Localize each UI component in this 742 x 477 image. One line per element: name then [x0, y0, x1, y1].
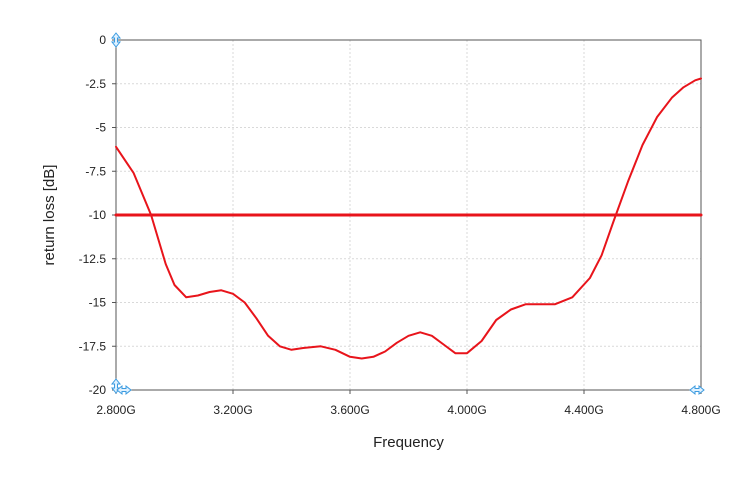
- y-tick-label: -15: [89, 296, 107, 310]
- x-max-handle-icon[interactable]: [689, 384, 705, 396]
- axis-ticks: 2.800G 3.200G 3.600G 4.000G 4.400G 4.800G 0 -2.…: [79, 33, 721, 417]
- y-tick-label: -7.5: [85, 164, 106, 178]
- y-axis-title: return loss [dB]: [41, 165, 58, 266]
- x-tick-label: 4.800G: [681, 403, 720, 417]
- x-axis-title: Frequency: [373, 434, 444, 451]
- y-tick-label: -2.5: [85, 77, 106, 91]
- y-max-handle-icon[interactable]: [110, 32, 122, 48]
- series-layer[interactable]: [114, 77, 703, 360]
- x-tick-label: 3.200G: [213, 403, 252, 417]
- y-tick-label: -5: [95, 121, 106, 135]
- y-tick-label: -12.5: [79, 252, 107, 266]
- y-tick-label: -17.5: [79, 339, 107, 353]
- y-tick-label: -10: [89, 208, 107, 222]
- x-tick-label: 2.800G: [96, 403, 135, 417]
- x-min-handle-icon[interactable]: [116, 384, 132, 396]
- y-tick-label: 0: [99, 33, 106, 47]
- y-tick-label: -20: [89, 383, 107, 397]
- axis-handles[interactable]: [110, 32, 705, 396]
- x-tick-label: 4.400G: [564, 403, 603, 417]
- x-tick-label: 4.000G: [447, 403, 486, 417]
- x-tick-label: 3.600G: [330, 403, 369, 417]
- return-loss-line[interactable]: [115, 77, 702, 360]
